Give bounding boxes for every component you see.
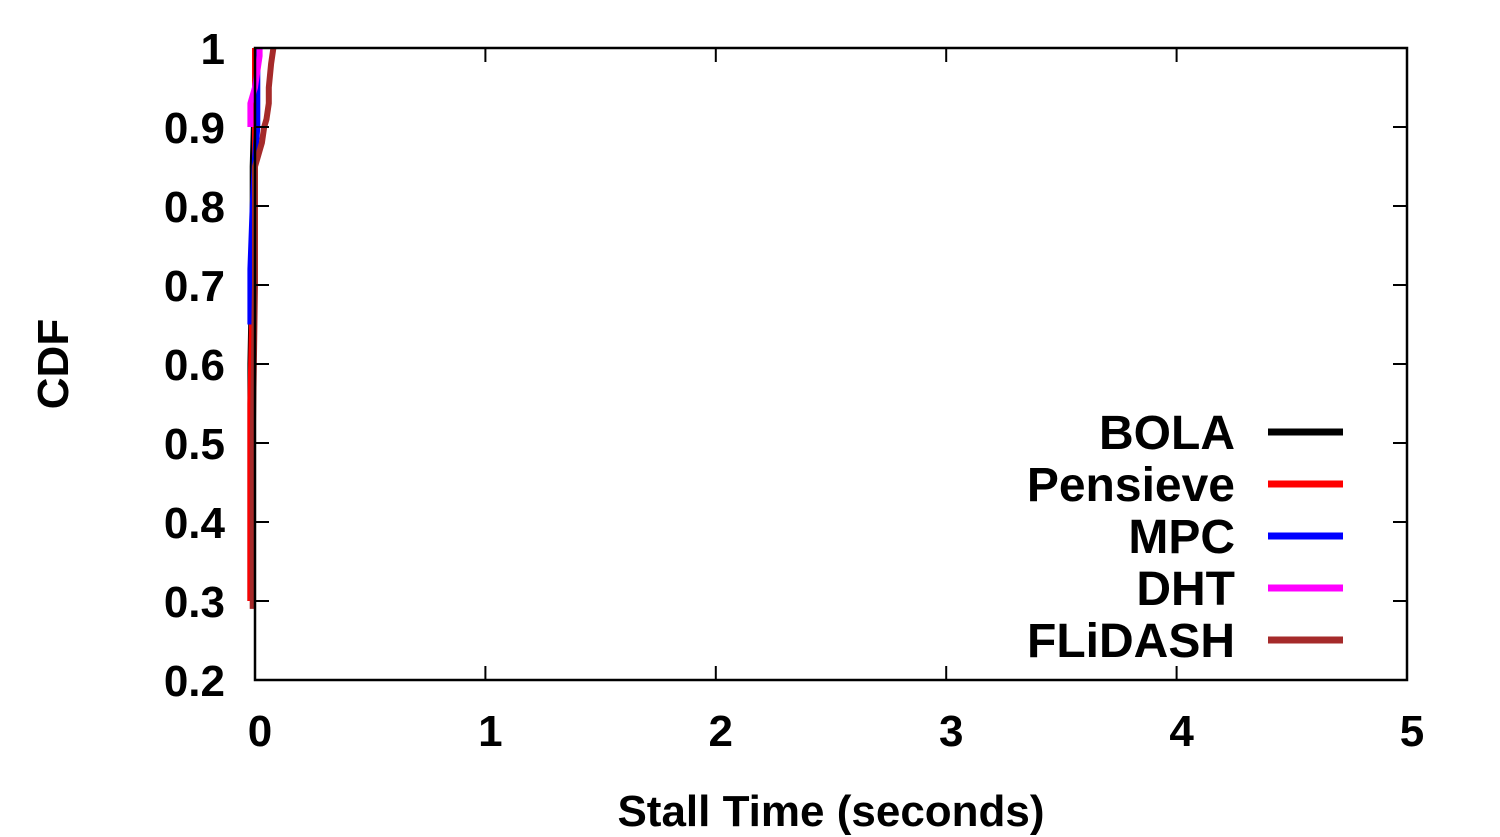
y-tick-label: 0.7 xyxy=(164,262,225,311)
x-tick-label: 3 xyxy=(939,707,963,756)
y-tick-label: 0.6 xyxy=(164,341,225,390)
y-axis-title: CDF xyxy=(29,319,78,409)
y-tick-label: 0.9 xyxy=(164,104,225,153)
y-tick-label: 0.5 xyxy=(164,420,225,469)
legend-label-mpc: MPC xyxy=(1128,511,1235,564)
x-axis-title: Stall Time (seconds) xyxy=(617,787,1044,836)
legend-label-bola: BOLA xyxy=(1099,407,1235,460)
x-tick-label: 2 xyxy=(709,707,733,756)
tick-layer: 0 1 2 3 4 5 0.2 0.3 0.4 0.5 0.6 0.7 0.8 0.9 1 xyxy=(164,25,1424,756)
legend-label-flidash: FLiDASH xyxy=(1027,615,1235,668)
legend-label-pensieve: Pensieve xyxy=(1027,459,1235,512)
y-tick-label: 0.8 xyxy=(164,183,225,232)
x-tick-label: 5 xyxy=(1400,707,1424,756)
y-tick-label: 0.2 xyxy=(164,657,225,706)
y-tick-label: 1 xyxy=(201,25,225,74)
y-tick-label: 0.4 xyxy=(164,499,226,548)
x-tick-label: 4 xyxy=(1169,707,1194,756)
y-tick-label: 0.3 xyxy=(164,578,225,627)
x-tick-label: 0 xyxy=(248,707,272,756)
legend-label-dht: DHT xyxy=(1136,563,1235,616)
x-tick-label: 1 xyxy=(478,707,502,756)
